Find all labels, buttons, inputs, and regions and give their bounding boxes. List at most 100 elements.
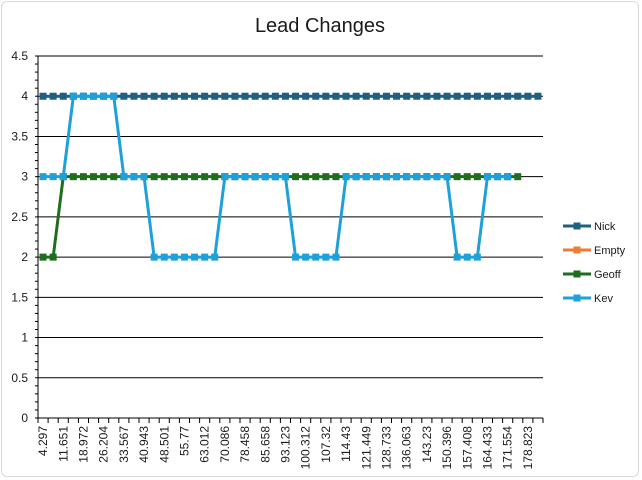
data-point-geoff bbox=[90, 173, 98, 181]
data-point-geoff bbox=[39, 253, 47, 261]
data-point-nick bbox=[211, 92, 219, 100]
data-point-nick bbox=[382, 92, 390, 100]
data-point-nick bbox=[433, 92, 441, 100]
data-point-nick bbox=[150, 92, 158, 100]
data-point-nick bbox=[534, 92, 542, 100]
data-point-nick bbox=[261, 92, 269, 100]
data-point-geoff bbox=[514, 173, 522, 181]
data-point-nick bbox=[524, 92, 532, 100]
x-tick-label: 114.43 bbox=[339, 426, 353, 462]
data-point-geoff bbox=[79, 173, 87, 181]
y-tick-label: 2 bbox=[21, 250, 28, 264]
data-point-kev bbox=[362, 173, 370, 181]
data-point-kev bbox=[160, 253, 168, 261]
data-point-nick bbox=[332, 92, 340, 100]
data-point-kev bbox=[443, 173, 451, 181]
data-point-geoff bbox=[49, 253, 57, 261]
data-point-kev bbox=[473, 253, 481, 261]
y-tick-label: 2.5 bbox=[11, 210, 28, 224]
x-tick-label: 48.501 bbox=[157, 426, 171, 463]
data-point-kev bbox=[393, 173, 401, 181]
legend-label: Empty bbox=[594, 245, 626, 257]
y-tick-label: 4 bbox=[21, 89, 28, 103]
data-point-geoff bbox=[180, 173, 188, 181]
data-point-nick bbox=[120, 92, 128, 100]
data-point-geoff bbox=[211, 173, 219, 181]
data-point-geoff bbox=[302, 173, 310, 181]
x-tick-label: 55.77 bbox=[177, 426, 191, 456]
data-point-nick bbox=[483, 92, 491, 100]
data-point-geoff bbox=[69, 173, 77, 181]
data-point-nick bbox=[281, 92, 289, 100]
data-point-kev bbox=[130, 173, 138, 181]
x-tick-label: 128.733 bbox=[379, 426, 393, 470]
data-point-geoff bbox=[191, 173, 199, 181]
x-tick-label: 85.658 bbox=[258, 426, 272, 463]
data-point-geoff bbox=[463, 173, 471, 181]
legend-marker bbox=[573, 270, 581, 278]
data-point-nick bbox=[231, 92, 239, 100]
legend-label: Kev bbox=[594, 293, 613, 305]
x-tick-label: 100.312 bbox=[299, 426, 313, 470]
data-point-kev bbox=[231, 173, 239, 181]
data-point-kev bbox=[453, 253, 461, 261]
x-tick-label: 157.408 bbox=[460, 426, 474, 470]
x-tick-label: 171.554 bbox=[501, 426, 515, 470]
data-point-kev bbox=[180, 253, 188, 261]
data-point-nick bbox=[453, 92, 461, 100]
data-point-kev bbox=[342, 173, 350, 181]
y-tick-label: 3 bbox=[21, 170, 28, 184]
data-point-nick bbox=[140, 92, 148, 100]
x-tick-label: 18.972 bbox=[76, 426, 90, 463]
data-point-kev bbox=[140, 173, 148, 181]
data-point-nick bbox=[271, 92, 279, 100]
y-tick-label: 0 bbox=[21, 411, 28, 425]
data-point-nick bbox=[443, 92, 451, 100]
y-tick-label: 3.5 bbox=[11, 129, 28, 143]
data-point-geoff bbox=[292, 173, 300, 181]
data-point-nick bbox=[514, 92, 522, 100]
data-point-kev bbox=[59, 173, 67, 181]
data-point-geoff bbox=[110, 173, 118, 181]
data-point-kev bbox=[150, 253, 158, 261]
x-tick-label: 136.063 bbox=[400, 426, 414, 470]
y-tick-label: 4.5 bbox=[11, 49, 28, 63]
data-point-geoff bbox=[332, 173, 340, 181]
data-point-kev bbox=[423, 173, 431, 181]
data-point-kev bbox=[312, 253, 320, 261]
data-point-nick bbox=[413, 92, 421, 100]
legend-marker bbox=[573, 294, 581, 302]
data-point-nick bbox=[463, 92, 471, 100]
x-tick-label: 107.32 bbox=[319, 426, 333, 463]
legend-item-nick: Nick bbox=[563, 221, 616, 233]
data-point-kev bbox=[39, 173, 47, 181]
data-point-nick bbox=[312, 92, 320, 100]
data-point-nick bbox=[372, 92, 380, 100]
data-point-nick bbox=[362, 92, 370, 100]
data-point-nick bbox=[241, 92, 249, 100]
legend-label: Geoff bbox=[594, 269, 622, 281]
data-point-nick bbox=[393, 92, 401, 100]
data-point-kev bbox=[413, 173, 421, 181]
series-layer bbox=[39, 92, 542, 261]
x-tick-label: 78.458 bbox=[238, 426, 252, 463]
x-tick-label: 143.23 bbox=[420, 426, 434, 463]
data-point-geoff bbox=[312, 173, 320, 181]
data-point-nick bbox=[403, 92, 411, 100]
data-point-kev bbox=[211, 253, 219, 261]
data-point-kev bbox=[483, 173, 491, 181]
legend: Nick Empty Geoff Kev bbox=[563, 221, 626, 305]
x-tick-label: 40.943 bbox=[137, 426, 151, 463]
legend-item-empty: Empty bbox=[563, 245, 626, 257]
data-point-nick bbox=[191, 92, 199, 100]
data-point-kev bbox=[79, 92, 87, 100]
legend-marker bbox=[573, 246, 581, 254]
data-point-nick bbox=[302, 92, 310, 100]
x-tick-label: 63.012 bbox=[198, 426, 212, 463]
data-point-kev bbox=[271, 173, 279, 181]
data-point-kev bbox=[332, 253, 340, 261]
data-point-kev bbox=[201, 253, 209, 261]
data-point-nick bbox=[494, 92, 502, 100]
data-point-kev bbox=[251, 173, 259, 181]
